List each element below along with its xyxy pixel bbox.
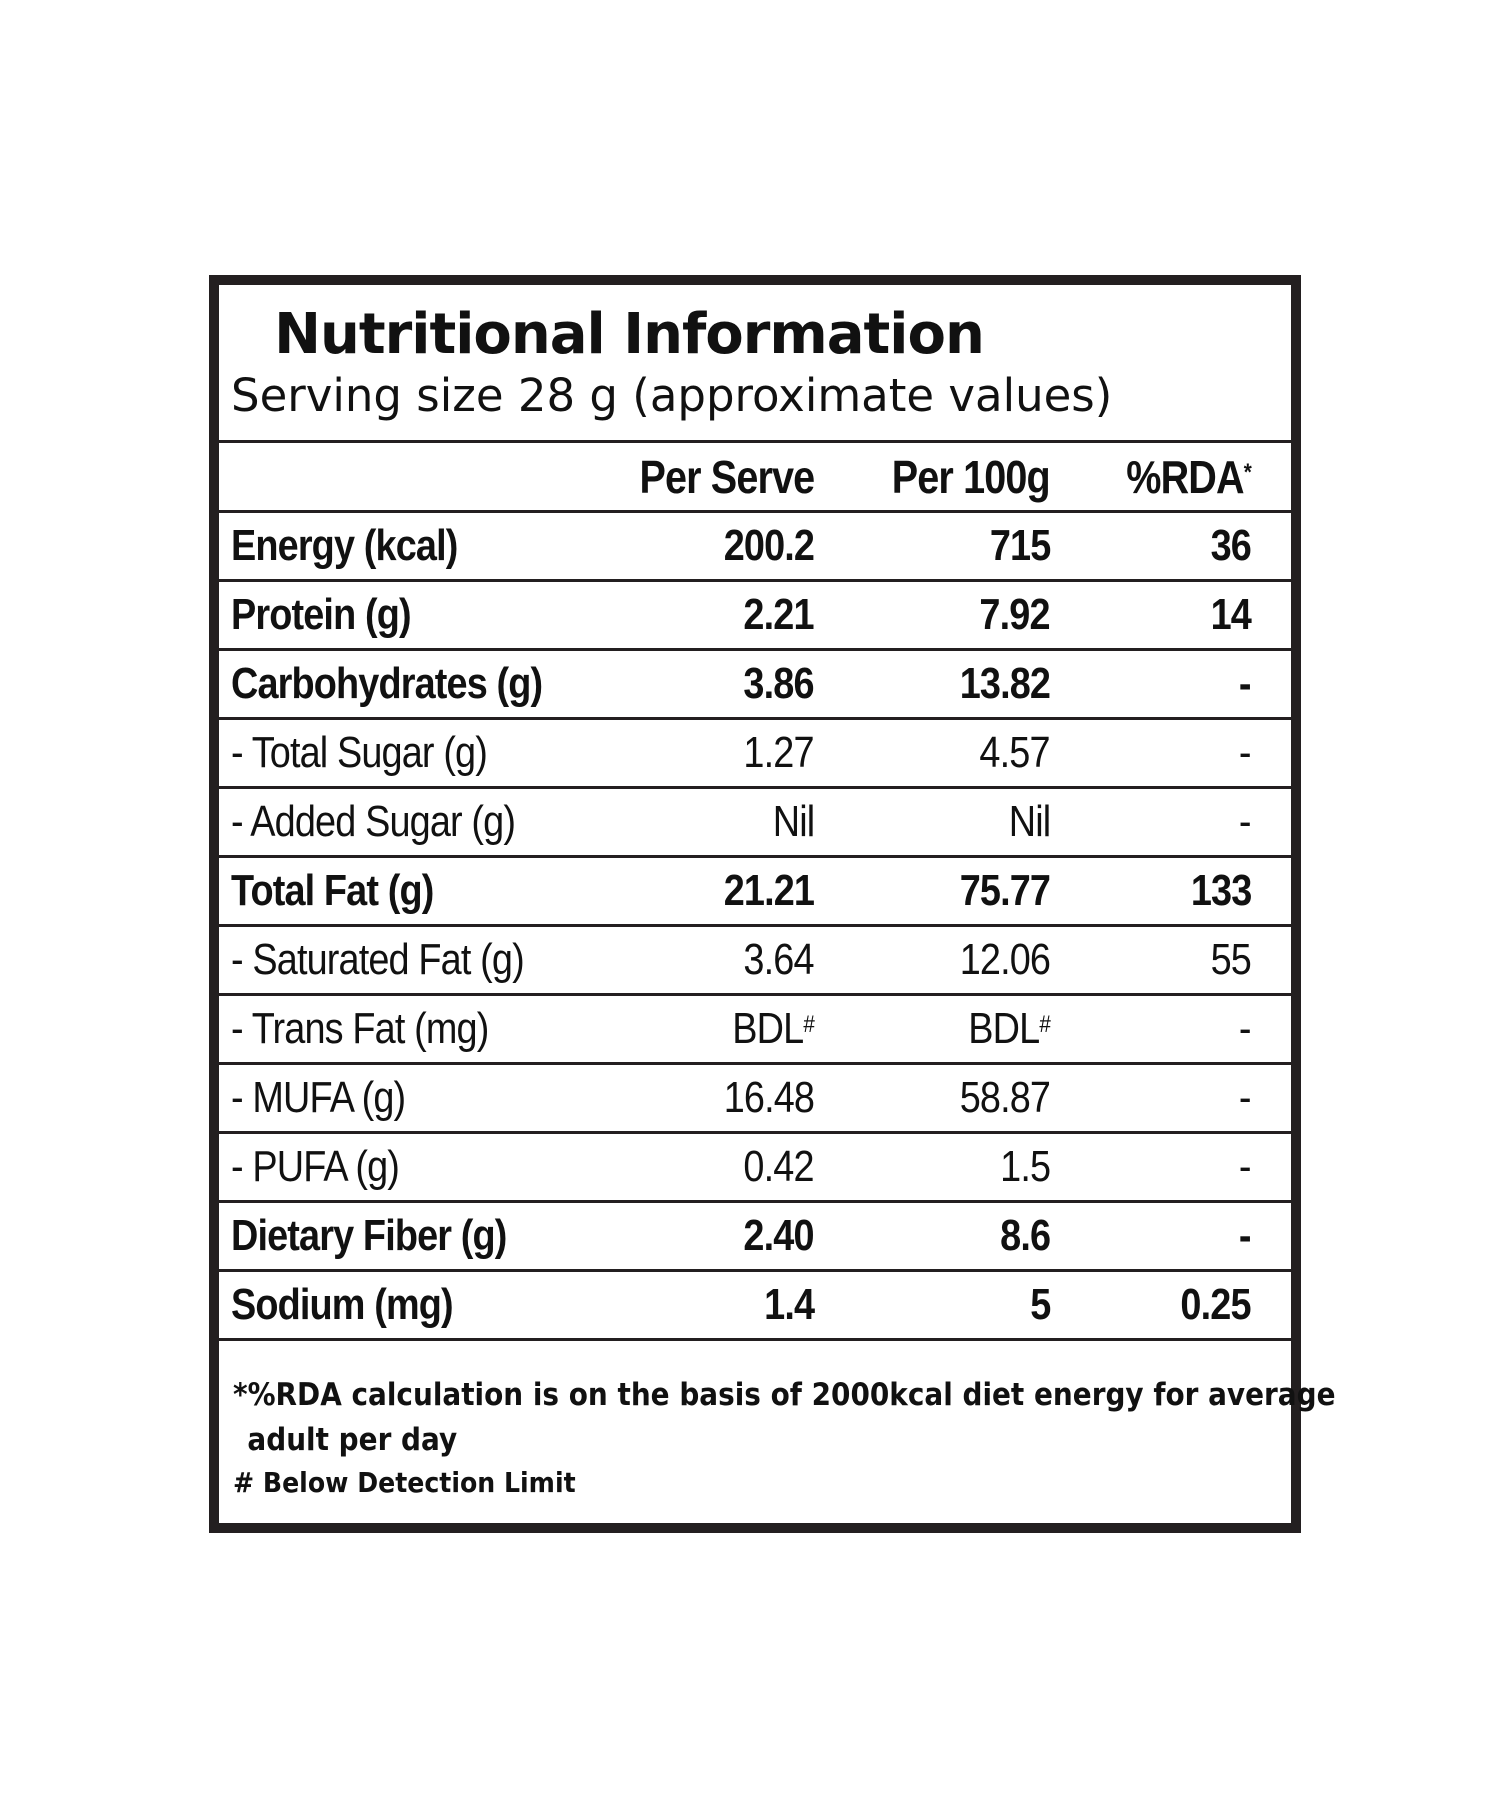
nutrient-name: - Saturated Fat (g) — [231, 935, 525, 984]
per-100g-value: 8.6 — [999, 1211, 1051, 1260]
nutrient-name: - Added Sugar (g) — [231, 797, 516, 846]
nutrient-row: Dietary Fiber (g) 2.40 8.6 - — [219, 1203, 1291, 1272]
nutrient-row: - MUFA (g) 16.48 58.87 - — [219, 1065, 1291, 1134]
nutrient-row: - Trans Fat (mg) BDL # BDL # - — [219, 996, 1291, 1065]
per-serve-value: 2.21 — [743, 590, 815, 639]
per-serve-value: 21.21 — [723, 866, 815, 915]
nutrition-label-panel: Nutritional Information Serving size 28 … — [209, 275, 1336, 1533]
label-footer: *%RDA calculation is on the basis of 200… — [219, 1341, 1336, 1503]
per-100g-value: 4.57 — [979, 728, 1051, 777]
per-serve-value: 2.40 — [743, 1211, 815, 1260]
rda-footnote-continued: adult per day — [247, 1421, 458, 1458]
nutrient-name: Total Fat (g) — [231, 866, 434, 915]
per-serve-value: 0.42 — [743, 1142, 815, 1191]
per-100g-value: 75.77 — [959, 866, 1051, 915]
nutrient-name: - MUFA (g) — [231, 1073, 406, 1122]
per-serve-value: 200.2 — [723, 521, 815, 570]
nutrient-row: - PUFA (g) 0.42 1.5 - — [219, 1134, 1291, 1203]
per-100g-value: 5 — [1029, 1280, 1051, 1329]
serving-size-subtitle: Serving size 28 g (approximate values) — [231, 369, 1113, 422]
rda-value: - — [1239, 1073, 1252, 1122]
rda-value: - — [1239, 797, 1252, 846]
nutrient-name: Energy (kcal) — [231, 521, 458, 570]
nutrient-row: Energy (kcal) 200.2 715 36 — [219, 513, 1291, 582]
nutrient-row: - Saturated Fat (g) 3.64 12.06 55 — [219, 927, 1291, 996]
label-header: Nutritional Information Serving size 28 … — [219, 285, 1291, 443]
per-100g-value: 13.82 — [959, 659, 1051, 708]
per-serve-value: BDL # — [732, 1004, 815, 1053]
label-title: Nutritional Information — [274, 302, 985, 367]
nutrient-row: - Added Sugar (g) Nil Nil - — [219, 789, 1291, 858]
rda-value: 14 — [1210, 590, 1252, 639]
nutrient-name: - Total Sugar (g) — [231, 728, 488, 777]
per-serve-value: 1.27 — [743, 728, 815, 777]
column-header-per-100g: Per 100g — [891, 450, 1051, 503]
nutrient-row: Protein (g) 2.21 7.92 14 — [219, 582, 1291, 651]
nutrient-row: Total Fat (g) 21.21 75.77 133 — [219, 858, 1291, 927]
per-100g-value: 7.92 — [979, 590, 1051, 639]
per-100g-value: BDL # — [968, 1004, 1051, 1053]
rda-value: - — [1239, 659, 1252, 708]
rda-footnote: *%RDA calculation is on the basis of 200… — [233, 1377, 1336, 1413]
per-serve-value: 3.86 — [743, 659, 815, 708]
per-100g-value: Nil — [1008, 797, 1050, 846]
rda-value: - — [1239, 1004, 1252, 1053]
rda-value: - — [1239, 1211, 1252, 1260]
rda-value: 55 — [1210, 935, 1252, 984]
nutrient-row: Sodium (mg) 1.4 5 0.25 — [219, 1272, 1291, 1341]
column-header-per-serve: Per Serve — [639, 450, 815, 503]
nutrient-name: - PUFA (g) — [231, 1142, 400, 1191]
nutrient-name: Dietary Fiber (g) — [231, 1211, 507, 1260]
column-header-rda: %RDA * — [1126, 450, 1252, 503]
bdl-footnote: # Below Detection Limit — [233, 1465, 576, 1499]
nutrient-name: - Trans Fat (mg) — [231, 1004, 489, 1053]
per-100g-value: 58.87 — [959, 1073, 1051, 1122]
nutrient-name: Carbohydrates (g) — [231, 659, 543, 708]
rda-value: - — [1239, 728, 1252, 777]
rda-value: 36 — [1210, 521, 1252, 570]
nutrient-row: - Total Sugar (g) 1.27 4.57 - — [219, 720, 1291, 789]
nutrient-row: Carbohydrates (g) 3.86 13.82 - — [219, 651, 1291, 720]
nutrient-rows: Energy (kcal) 200.2 715 36 Protein (g) 2.21 7.… — [219, 513, 1291, 1341]
per-serve-value: Nil — [772, 797, 814, 846]
per-100g-value: 715 — [989, 521, 1050, 570]
column-header-row: Per Serve Per 100g %RDA * — [219, 443, 1291, 513]
rda-value: 133 — [1190, 866, 1251, 915]
per-100g-value: 12.06 — [959, 935, 1051, 984]
per-100g-value: 1.5 — [999, 1142, 1051, 1191]
rda-value: - — [1239, 1142, 1252, 1191]
rda-value: 0.25 — [1180, 1280, 1252, 1329]
per-serve-value: 16.48 — [723, 1073, 815, 1122]
nutrient-name: Protein (g) — [231, 590, 412, 639]
nutrient-name: Sodium (mg) — [231, 1280, 454, 1329]
per-serve-value: 1.4 — [763, 1280, 815, 1329]
per-serve-value: 3.64 — [743, 935, 815, 984]
